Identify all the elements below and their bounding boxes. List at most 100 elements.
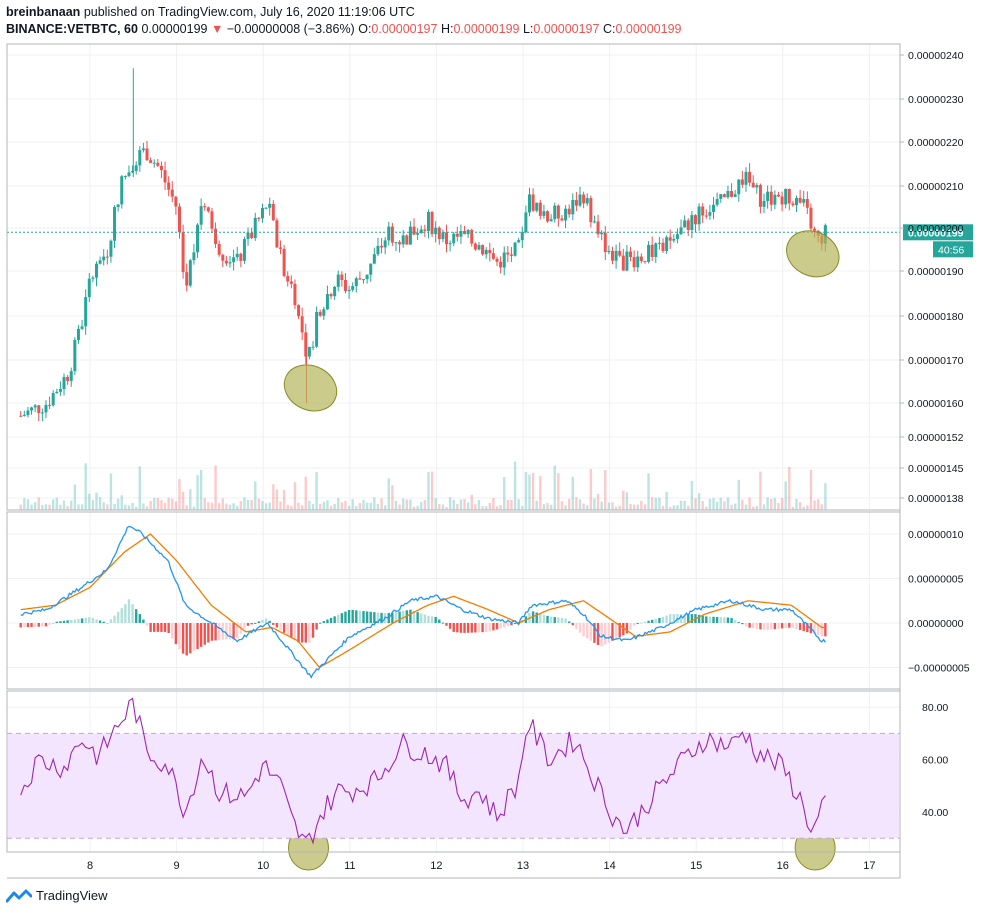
macd-histogram-bar: [553, 617, 556, 623]
macd-histogram-bar: [210, 623, 214, 641]
macd-histogram-bar: [214, 623, 217, 641]
macd-histogram-bar: [571, 623, 574, 626]
volume-bar: [156, 498, 160, 510]
macd-histogram-bar: [420, 613, 423, 623]
y-tick-label: 0.00000145: [908, 463, 964, 475]
candle-body: [546, 211, 550, 222]
footer-brand[interactable]: TradingView: [6, 888, 108, 903]
macd-histogram-bar: [618, 623, 621, 638]
volume-bar: [524, 472, 528, 510]
volume-bar: [535, 500, 538, 510]
candle-body: [369, 263, 373, 275]
y-tick-label: 0.00000220: [908, 137, 964, 149]
symbol-label[interactable]: BINANCE:VETBTC, 60: [6, 22, 138, 36]
volume-bar: [744, 504, 748, 510]
macd-histogram-bar: [304, 623, 307, 643]
candle-body: [365, 274, 369, 280]
macd-histogram-bar: [798, 623, 802, 630]
macd-histogram-bar: [19, 623, 22, 628]
volume-bar: [596, 494, 600, 510]
macd-histogram-bar: [650, 619, 654, 623]
volume-bar: [618, 505, 621, 510]
volume-bar: [217, 503, 221, 510]
volume-bar: [149, 500, 152, 510]
volume-bar: [816, 499, 820, 510]
x-tick-label: 16: [777, 860, 789, 872]
candle-body: [766, 191, 770, 201]
y-tick-label: 0.00000230: [908, 94, 964, 106]
low-value: 0.00000197: [533, 22, 600, 36]
volume-bar: [567, 498, 571, 510]
candle-body: [221, 254, 225, 261]
macd-histogram-bar: [607, 623, 611, 643]
macd-histogram-bar: [506, 623, 510, 627]
macd-line: [20, 525, 826, 679]
candle-body: [802, 199, 806, 203]
candle-body: [228, 262, 232, 264]
macd-histogram-bar: [658, 617, 661, 623]
candle-body: [22, 415, 26, 417]
ohlc-line: BINANCE:VETBTC, 60 0.00000199 ▼ −0.00000…: [6, 22, 682, 36]
volume-bar: [300, 505, 304, 510]
macd-histogram-bar: [391, 612, 394, 623]
volume-bar: [474, 504, 477, 510]
macd-histogram-bar: [816, 623, 820, 636]
candle-body: [520, 232, 524, 241]
macd-histogram-bar: [430, 616, 434, 623]
volume-bar: [672, 505, 676, 510]
candle-body: [719, 194, 723, 199]
candle-body: [582, 194, 586, 204]
candle-body: [145, 148, 149, 161]
candle-body: [224, 260, 228, 264]
macd-histogram-bar: [730, 618, 733, 623]
candle-body: [80, 326, 84, 329]
volume-bar: [365, 502, 369, 510]
volume-bar: [650, 497, 654, 510]
candle-body: [549, 219, 553, 222]
signal-line: [20, 533, 826, 668]
macd-histogram-bar: [373, 612, 376, 623]
macd-histogram-bar: [228, 623, 232, 640]
candle-body: [55, 391, 59, 394]
candle-body: [123, 175, 127, 177]
candle-body: [423, 229, 427, 231]
y-tick-label: 80.00: [922, 702, 948, 714]
candle-body: [715, 198, 719, 205]
volume-bar: [564, 505, 567, 510]
volume-bar: [600, 501, 603, 510]
candle-body: [683, 220, 687, 228]
change-value: −0.00000008 (−3.86%): [226, 22, 355, 36]
volume-bar: [434, 498, 437, 510]
candle-body: [91, 277, 95, 279]
volume-bar: [687, 505, 690, 510]
macd-histogram-bar: [416, 612, 419, 623]
candle-body: [58, 388, 62, 392]
candle-body: [589, 198, 593, 223]
volume-bar: [91, 500, 95, 510]
volume-bar: [391, 485, 394, 510]
macd-histogram-bar: [189, 623, 192, 654]
last-price-line: 0.00000199 40:56: [7, 224, 973, 258]
candle-body: [621, 255, 625, 271]
macd-histogram-bar: [733, 620, 737, 623]
candle-body: [538, 202, 542, 216]
volume-bar: [290, 506, 293, 510]
volume-bar: [268, 502, 271, 510]
candle-body: [737, 179, 741, 195]
candle-body: [76, 328, 80, 340]
volume-bar: [661, 505, 665, 510]
macd-histogram-bar: [539, 613, 542, 623]
countdown-badge-label: 40:56: [938, 244, 964, 256]
volume-bar: [578, 499, 582, 510]
candle-body: [264, 207, 268, 209]
macd-histogram-bar: [824, 623, 827, 637]
macd-histogram-bar: [145, 623, 149, 626]
volume-bar: [528, 474, 531, 510]
candle-body: [343, 280, 347, 292]
candle-body: [629, 251, 633, 258]
author-name[interactable]: breinbanaan: [6, 5, 81, 19]
volume-bar: [124, 504, 127, 510]
volume-bar: [647, 473, 650, 510]
macd-histogram-bar: [272, 623, 275, 625]
macd-histogram-bar: [474, 623, 477, 633]
